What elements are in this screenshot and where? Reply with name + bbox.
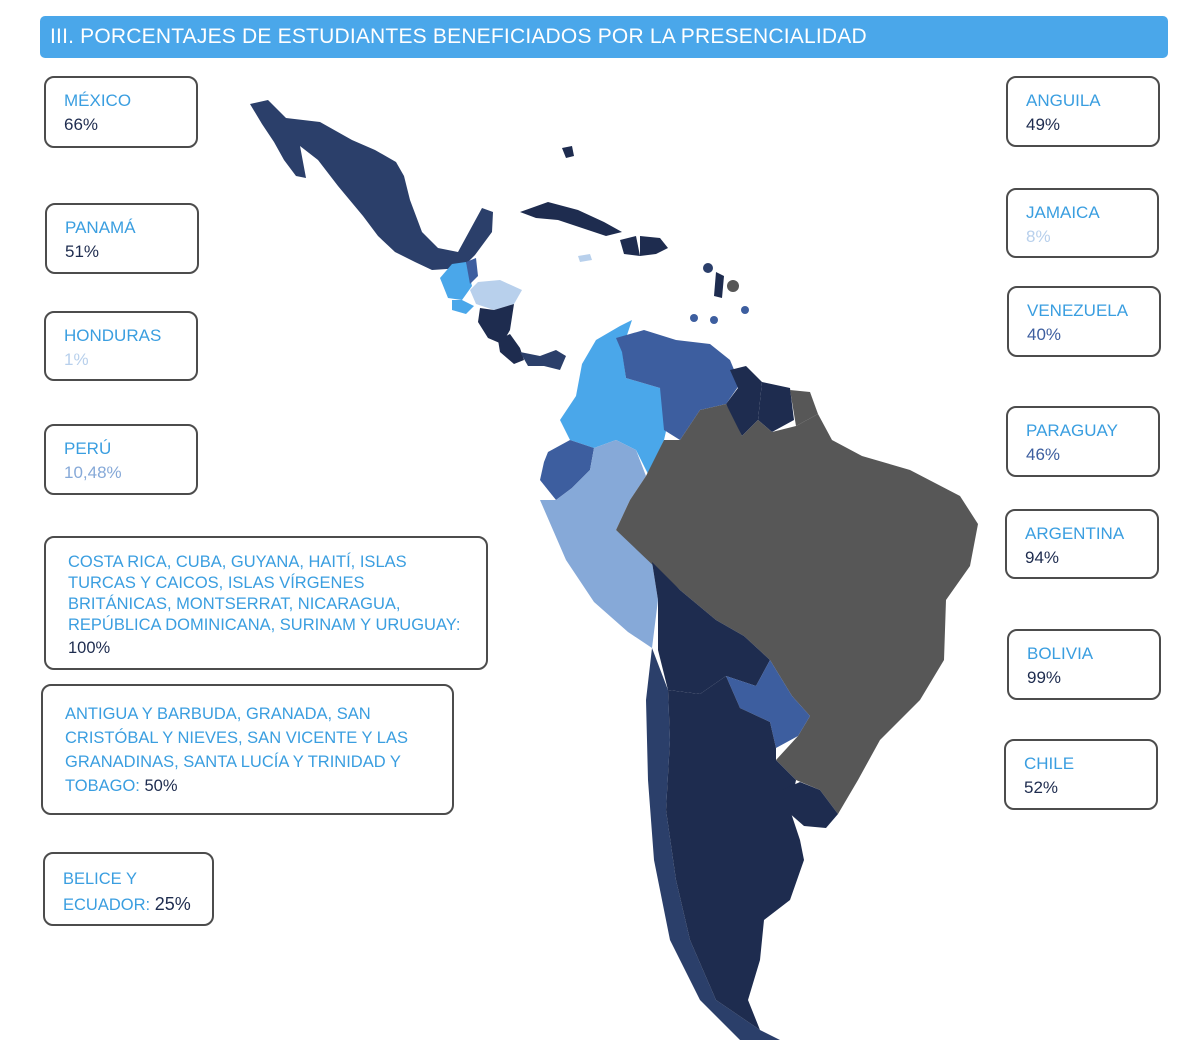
region-guyana (726, 366, 762, 436)
group-value: 100% (68, 639, 111, 657)
card-bolivia: BOLIVIA 99% (1007, 629, 1161, 700)
country-name: MÉXICO (64, 91, 132, 110)
card-panama: PANAMÁ 51% (45, 203, 199, 274)
region-mexico (250, 100, 493, 270)
country-value: 51% (65, 242, 100, 261)
region-dominican-republic (640, 236, 668, 256)
group-country-names: BELICE Y ECUADOR: (63, 870, 151, 914)
region-colombia (560, 320, 670, 474)
region-turks-caicos (562, 146, 574, 158)
region-grenada (710, 316, 718, 324)
country-value: 99% (1027, 668, 1062, 687)
country-value: 8% (1026, 227, 1051, 246)
card-mexico: MÉXICO 66% (44, 76, 198, 148)
region-chile (646, 648, 780, 1040)
region-french-guiana (790, 390, 818, 426)
country-name: CHILE (1024, 754, 1075, 773)
region-venezuela (616, 330, 740, 440)
region-bolivia (652, 562, 770, 694)
card-paraguay: PARAGUAY 46% (1006, 406, 1160, 477)
card-peru: PERÚ 10,48% (44, 424, 198, 495)
country-value: 1% (64, 350, 89, 369)
card-honduras: HONDURAS 1% (44, 311, 198, 381)
group-country-names: COSTA RICA, CUBA, GUYANA, HAITÍ, ISLAS T… (68, 553, 461, 634)
region-antigua (727, 280, 739, 292)
country-name: PARAGUAY (1026, 421, 1118, 440)
country-name: ARGENTINA (1025, 524, 1125, 543)
region-nicaragua (478, 304, 514, 344)
region-paraguay (726, 660, 810, 748)
country-value: 49% (1026, 115, 1061, 134)
title-bar: III. PORCENTAJES DE ESTUDIANTES BENEFICI… (40, 16, 1168, 58)
region-brazil (616, 404, 978, 814)
country-name: PERÚ (64, 439, 112, 458)
country-name: VENEZUELA (1027, 301, 1129, 320)
country-name: ANGUILA (1026, 91, 1101, 110)
region-honduras (470, 280, 522, 310)
card-group-50: ANTIGUA Y BARBUDA, GRANADA, SAN CRISTÓBA… (41, 684, 454, 815)
country-value: 46% (1026, 445, 1061, 464)
country-name: HONDURAS (64, 326, 162, 345)
region-el-salvador (452, 300, 474, 314)
region-lesser-antilles (714, 272, 724, 298)
page-title: III. PORCENTAJES DE ESTUDIANTES BENEFICI… (50, 25, 867, 48)
group-value: 50% (144, 777, 178, 795)
region-panama (520, 350, 566, 370)
card-anguila: ANGUILA 49% (1006, 76, 1160, 147)
card-venezuela: VENEZUELA 40% (1007, 286, 1161, 357)
region-st-lucia (741, 306, 749, 314)
card-group-100: COSTA RICA, CUBA, GUYANA, HAITÍ, ISLAS T… (44, 536, 488, 670)
country-name: JAMAICA (1026, 203, 1100, 222)
region-st-vincent (690, 314, 698, 322)
country-name: PANAMÁ (65, 218, 136, 237)
country-value: 66% (64, 115, 99, 134)
region-anguilla (703, 263, 713, 273)
region-surinam (758, 382, 794, 432)
country-value: 10,48% (64, 463, 122, 482)
region-peru (540, 440, 658, 648)
region-cuba (520, 202, 622, 236)
card-argentina: ARGENTINA 94% (1005, 509, 1159, 579)
region-argentina (666, 676, 804, 1030)
region-belize (466, 258, 478, 284)
group-country-names: ANTIGUA Y BARBUDA, GRANADA, SAN CRISTÓBA… (65, 705, 408, 795)
region-haiti (620, 236, 640, 256)
country-name: BOLIVIA (1027, 644, 1094, 663)
region-guatemala (440, 262, 472, 300)
region-ecuador (540, 440, 594, 500)
card-chile: CHILE 52% (1004, 739, 1158, 810)
region-jamaica (578, 254, 592, 262)
country-value: 40% (1027, 325, 1062, 344)
region-costa-rica (498, 334, 524, 364)
card-jamaica: JAMAICA 8% (1006, 188, 1159, 258)
region-uruguay (782, 782, 838, 828)
card-group-25: BELICE Y ECUADOR: 25% (43, 852, 214, 926)
country-value: 52% (1024, 778, 1059, 797)
country-value: 94% (1025, 548, 1060, 567)
group-value: 25% (154, 894, 191, 914)
